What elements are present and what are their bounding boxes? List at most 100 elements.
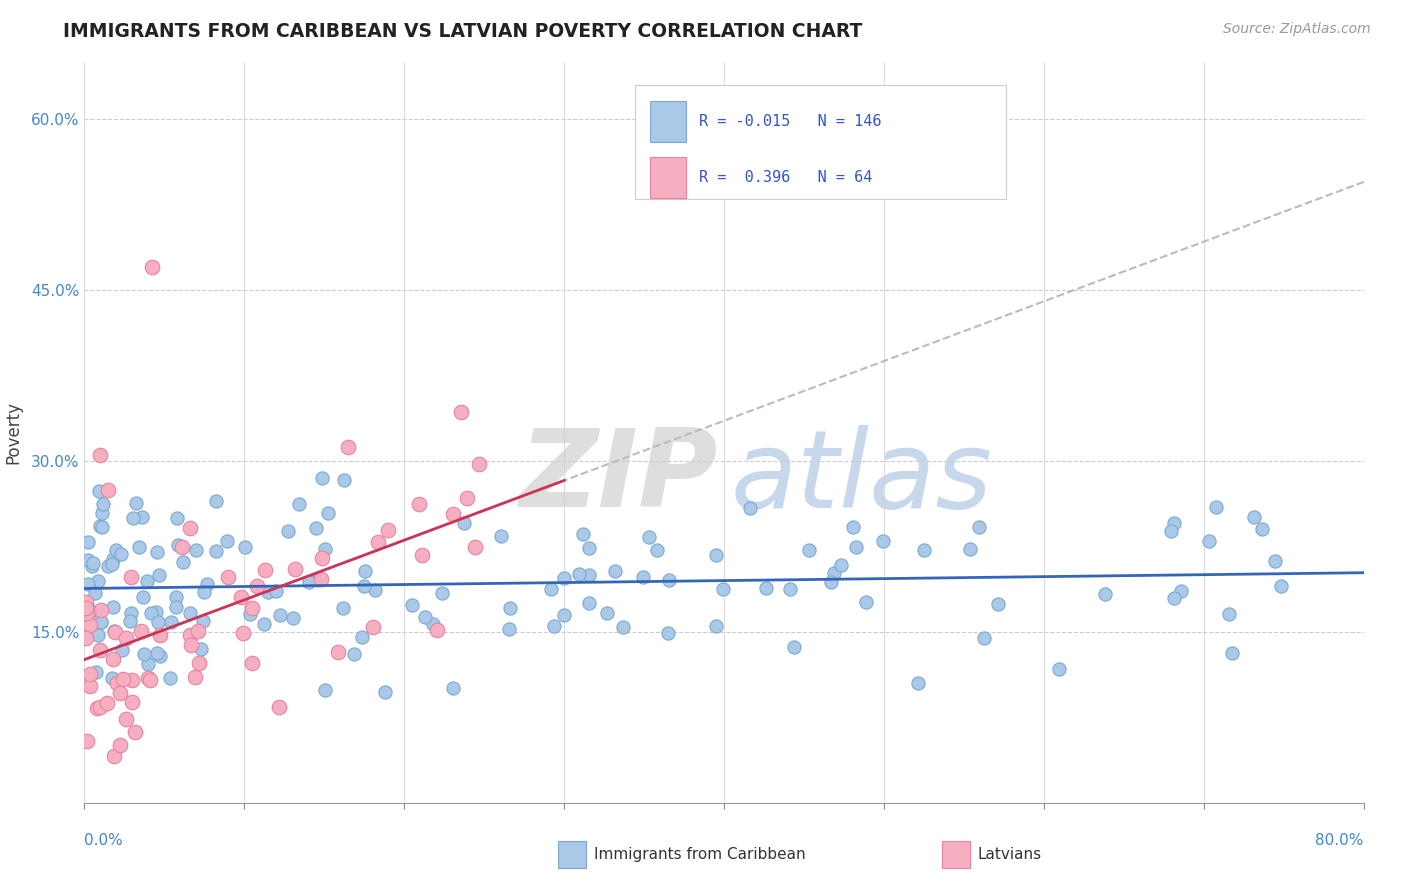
Latvians bbox=[97, 483, 120, 497]
Immigrants from Caribbean bbox=[364, 582, 387, 597]
Latvians bbox=[450, 405, 472, 419]
Immigrants from Caribbean bbox=[453, 516, 475, 530]
Latvians bbox=[75, 631, 97, 645]
Immigrants from Caribbean bbox=[498, 622, 520, 636]
Latvians bbox=[76, 606, 98, 620]
Latvians bbox=[131, 624, 153, 638]
Immigrants from Caribbean bbox=[1220, 646, 1243, 660]
Immigrants from Caribbean bbox=[172, 555, 194, 569]
Immigrants from Caribbean bbox=[120, 606, 142, 620]
Immigrants from Caribbean bbox=[76, 576, 98, 591]
Immigrants from Caribbean bbox=[101, 671, 124, 685]
Immigrants from Caribbean bbox=[1170, 583, 1192, 598]
Latvians bbox=[141, 260, 163, 275]
Latvians bbox=[75, 601, 97, 615]
Immigrants from Caribbean bbox=[165, 590, 187, 604]
Immigrants from Caribbean bbox=[596, 606, 619, 620]
Latvians bbox=[179, 521, 201, 535]
Immigrants from Caribbean bbox=[647, 543, 669, 558]
Immigrants from Caribbean bbox=[132, 647, 155, 661]
Immigrants from Caribbean bbox=[1205, 500, 1227, 515]
Immigrants from Caribbean bbox=[872, 534, 894, 549]
Latvians bbox=[377, 523, 399, 537]
Immigrants from Caribbean bbox=[332, 601, 354, 615]
Immigrants from Caribbean bbox=[578, 568, 600, 582]
Text: R = -0.015   N = 146: R = -0.015 N = 146 bbox=[699, 114, 882, 129]
Immigrants from Caribbean bbox=[186, 543, 208, 558]
Immigrants from Caribbean bbox=[132, 591, 155, 605]
Immigrants from Caribbean bbox=[111, 643, 134, 657]
Latvians bbox=[361, 619, 384, 633]
Immigrants from Caribbean bbox=[401, 598, 423, 612]
Latvians bbox=[79, 666, 101, 681]
Immigrants from Caribbean bbox=[145, 605, 167, 619]
Latvians bbox=[242, 657, 264, 671]
Immigrants from Caribbean bbox=[782, 640, 804, 655]
Immigrants from Caribbean bbox=[612, 620, 634, 634]
Latvians bbox=[170, 540, 193, 554]
Immigrants from Caribbean bbox=[233, 540, 256, 554]
Immigrants from Caribbean bbox=[104, 542, 127, 557]
Immigrants from Caribbean bbox=[1270, 579, 1292, 593]
Immigrants from Caribbean bbox=[353, 579, 375, 593]
Latvians bbox=[110, 738, 132, 752]
Latvians bbox=[121, 696, 143, 710]
Text: ZIP: ZIP bbox=[519, 424, 717, 530]
FancyBboxPatch shape bbox=[634, 85, 1005, 200]
Immigrants from Caribbean bbox=[136, 574, 159, 588]
Immigrants from Caribbean bbox=[973, 631, 995, 645]
Immigrants from Caribbean bbox=[167, 538, 190, 552]
Latvians bbox=[456, 491, 478, 505]
Immigrants from Caribbean bbox=[820, 575, 842, 590]
Latvians bbox=[103, 748, 125, 763]
Immigrants from Caribbean bbox=[191, 614, 214, 628]
Latvians bbox=[187, 624, 209, 638]
Immigrants from Caribbean bbox=[118, 615, 141, 629]
Text: IMMIGRANTS FROM CARIBBEAN VS LATVIAN POVERTY CORRELATION CHART: IMMIGRANTS FROM CARIBBEAN VS LATVIAN POV… bbox=[63, 22, 863, 41]
Latvians bbox=[179, 627, 201, 641]
Immigrants from Caribbean bbox=[568, 567, 591, 582]
Immigrants from Caribbean bbox=[103, 624, 125, 638]
Immigrants from Caribbean bbox=[799, 543, 821, 558]
Immigrants from Caribbean bbox=[413, 610, 436, 624]
Immigrants from Caribbean bbox=[1094, 587, 1116, 601]
Latvians bbox=[180, 639, 202, 653]
Immigrants from Caribbean bbox=[314, 682, 336, 697]
Immigrants from Caribbean bbox=[122, 511, 145, 525]
Latvians bbox=[89, 449, 111, 463]
Latvians bbox=[187, 656, 209, 670]
Immigrants from Caribbean bbox=[603, 564, 626, 578]
Immigrants from Caribbean bbox=[343, 647, 366, 661]
Latvians bbox=[115, 712, 138, 726]
Immigrants from Caribbean bbox=[738, 500, 761, 515]
Immigrants from Caribbean bbox=[90, 615, 112, 630]
Immigrants from Caribbean bbox=[1243, 510, 1265, 524]
Immigrants from Caribbean bbox=[443, 681, 465, 695]
Latvians bbox=[218, 570, 240, 584]
Immigrants from Caribbean bbox=[830, 558, 852, 573]
Latvians bbox=[79, 617, 101, 632]
Immigrants from Caribbean bbox=[239, 607, 262, 622]
Immigrants from Caribbean bbox=[110, 547, 132, 561]
Immigrants from Caribbean bbox=[578, 541, 600, 555]
Immigrants from Caribbean bbox=[204, 544, 226, 558]
Immigrants from Caribbean bbox=[498, 601, 520, 615]
Immigrants from Caribbean bbox=[823, 566, 845, 580]
FancyBboxPatch shape bbox=[558, 841, 586, 868]
Immigrants from Caribbean bbox=[1198, 534, 1220, 549]
Immigrants from Caribbean bbox=[287, 497, 309, 511]
Latvians bbox=[408, 497, 430, 511]
Immigrants from Caribbean bbox=[101, 558, 124, 572]
Immigrants from Caribbean bbox=[83, 586, 105, 600]
Immigrants from Caribbean bbox=[855, 595, 877, 609]
Immigrants from Caribbean bbox=[124, 495, 146, 509]
Latvians bbox=[115, 632, 138, 646]
Immigrants from Caribbean bbox=[77, 535, 100, 549]
Immigrants from Caribbean bbox=[79, 605, 101, 619]
Immigrants from Caribbean bbox=[1218, 607, 1240, 622]
Latvians bbox=[367, 534, 389, 549]
Text: R =  0.396   N = 64: R = 0.396 N = 64 bbox=[699, 169, 872, 185]
Latvians bbox=[76, 594, 98, 608]
Latvians bbox=[464, 540, 486, 554]
Y-axis label: Poverty: Poverty bbox=[4, 401, 22, 464]
